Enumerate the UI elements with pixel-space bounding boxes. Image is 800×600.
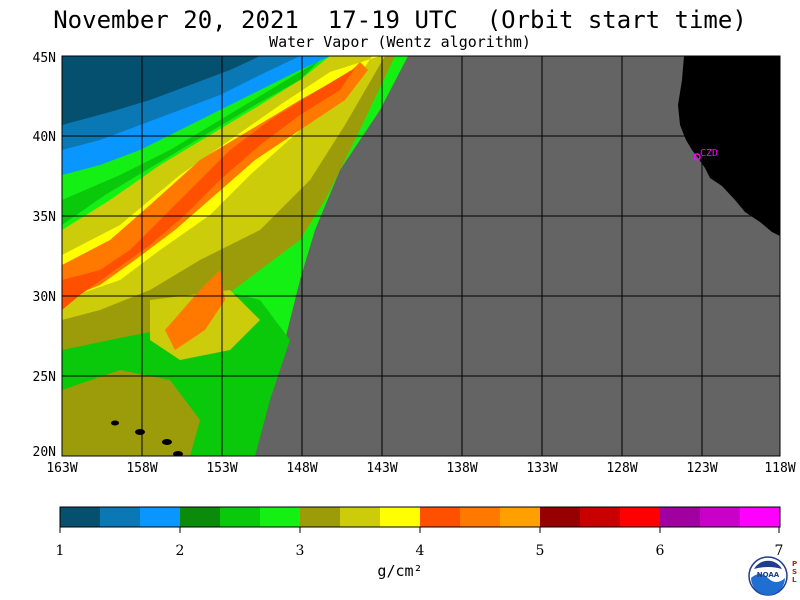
colorbar-swatch [260,507,301,527]
lon-label: 148W [286,461,317,476]
map-subtitle: Water Vapor (Wentz algorithm) [269,33,531,51]
colorbar-swatch [620,507,661,527]
lon-label: 163W [46,461,77,476]
colorbar-label: 2 [175,543,185,559]
colorbar-label: 1 [55,543,65,559]
colorbar-label: 3 [295,543,305,559]
colorbar-swatch [340,507,381,527]
island-maui [162,439,172,445]
colorbar-swatch [740,507,781,527]
colorbar [60,507,781,527]
station-label: CZD [700,148,718,159]
colorbar-label: 6 [655,543,665,559]
lon-label: 118W [764,461,795,476]
colorbar-swatch [100,507,141,527]
colorbar-swatch [460,507,501,527]
colorbar-swatch [300,507,341,527]
colorbar-ticks [59,527,780,533]
colorbar-label: 5 [535,543,545,559]
colorbar-swatch [220,507,261,527]
lat-label: 40N [33,130,56,145]
noaa-logo-icon: NOAA [748,556,788,596]
lat-label: 30N [33,290,56,305]
latitude-labels: 45N 40N 35N 30N 25N 20N [33,51,56,460]
swath-band-deepblue [62,56,260,125]
swath-band-darkorange [62,68,355,310]
lon-label: 123W [686,461,717,476]
colorbar-label: 7 [774,543,784,559]
lon-label: 133W [526,461,557,476]
colorbar-label: 4 [415,543,425,559]
lon-label: 143W [366,461,397,476]
lat-label: 35N [33,210,56,225]
colorbar-swatch [700,507,741,527]
lon-label: 158W [126,461,157,476]
island-oahu [135,429,145,435]
colorbar-swatch [420,507,461,527]
lon-label: 153W [206,461,237,476]
lat-label: 45N [33,51,56,66]
svg-text:NOAA: NOAA [757,571,780,579]
island-kauai [111,420,119,426]
station-marker-icon [693,153,701,161]
lat-label: 20N [33,445,56,460]
map-title: November 20, 2021 17-19 UTC (Orbit start… [53,6,747,34]
lat-label: 25N [33,370,56,385]
swath-band-orange-2 [165,270,225,350]
colorbar-swatch [660,507,701,527]
map-area [62,56,780,456]
land-california [678,56,780,236]
swath-band-bright-green [62,60,320,225]
colorbar-swatch [500,507,541,527]
lon-label: 128W [606,461,637,476]
colorbar-swatch [140,507,181,527]
swath-band-olive-south [62,370,200,456]
lon-label: 138W [446,461,477,476]
colorbar-swatch [60,507,101,527]
colorbar-swatch [180,507,221,527]
colorbar-swatch [540,507,581,527]
colorbar-units: g/cm² [377,562,423,580]
map-frame [61,55,781,457]
colorbar-swatch [580,507,621,527]
longitude-labels: 163W 158W 153W 148W 143W 138W 133W 128W … [46,461,795,476]
graticule [62,56,780,456]
colorbar-swatch [380,507,421,527]
island-hawaii [173,451,183,456]
